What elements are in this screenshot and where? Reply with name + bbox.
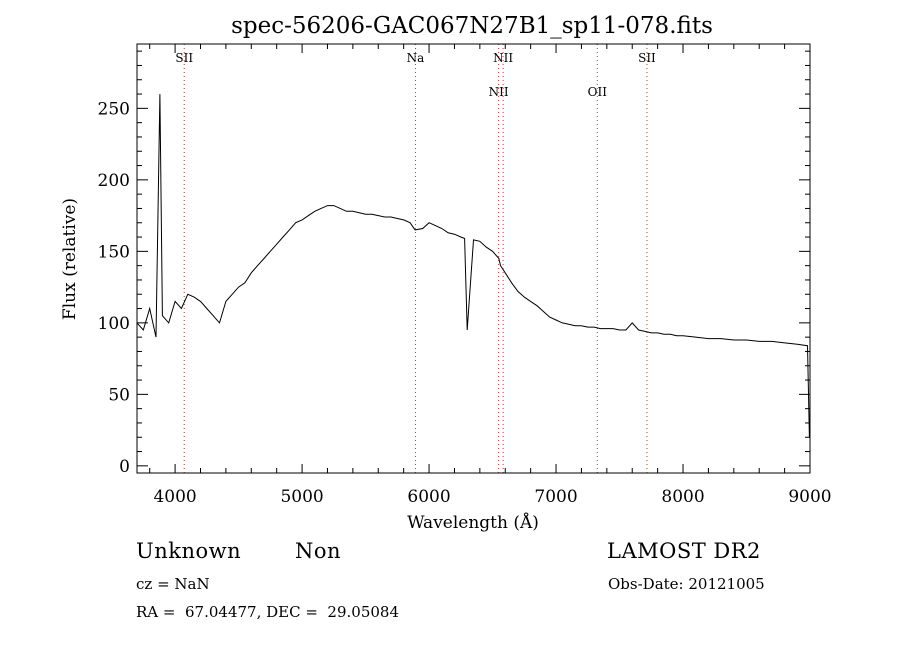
emission-line-markers: SII Na NII NII OII SII	[175, 44, 656, 473]
survey-name: LAMOST DR2	[607, 539, 761, 563]
x-tick-label: 9000	[788, 487, 831, 507]
y-axis-label: Flux (relative)	[60, 198, 80, 320]
y-tick-label: 150	[98, 242, 130, 262]
plot-frame	[136, 43, 811, 474]
y-tick-label: 250	[98, 99, 130, 119]
y-tick-label: 200	[98, 171, 130, 191]
emission-line-label: OII	[588, 85, 608, 99]
spectral-class: Unknown	[136, 539, 242, 563]
emission-line-label: NII	[493, 51, 513, 65]
y-tick-label: 100	[98, 314, 130, 334]
x-tick-label: 8000	[661, 487, 704, 507]
x-axis-label: Wavelength (Å)	[407, 512, 539, 533]
emission-line-label: SII	[175, 51, 193, 65]
x-tick-label: 7000	[534, 487, 577, 507]
x-tick-label: 6000	[407, 487, 450, 507]
y-tick-label: 0	[119, 457, 130, 477]
x-tick-label: 5000	[280, 487, 323, 507]
emission-line-label: Na	[407, 51, 425, 65]
x-tick-label: 4000	[153, 487, 196, 507]
axis-ticks: 4000 5000 6000 7000 8000 9000 0 50 100 150 200 250	[98, 44, 832, 507]
y-tick-label: 50	[108, 385, 130, 405]
emission-line-label: NII	[489, 85, 509, 99]
chart-title: spec-56206-GAC067N27B1_sp11-078.fits	[231, 13, 713, 39]
emission-line-label: SII	[638, 51, 656, 65]
spectrum-series-line	[136, 94, 810, 438]
spectral-subclass: Non	[295, 539, 342, 563]
observation-date: Obs-Date: 20121005	[608, 575, 765, 593]
redshift-value: cz = NaN	[136, 575, 210, 593]
coordinates: RA = 67.04477, DEC = 29.05084	[136, 603, 400, 621]
